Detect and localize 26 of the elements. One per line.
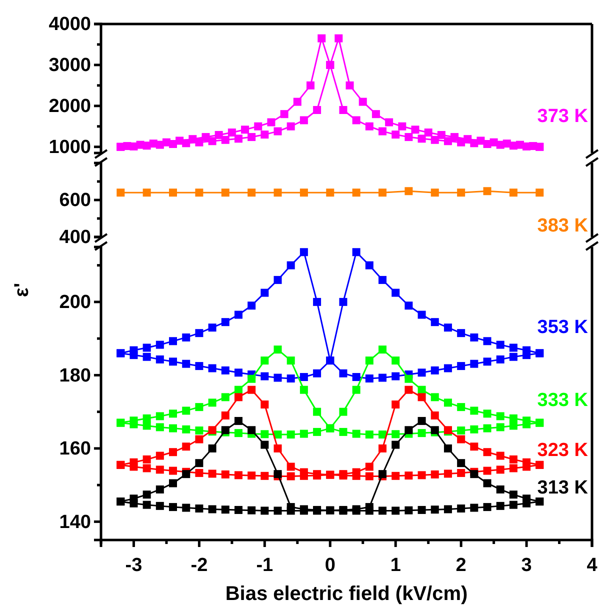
series-label: 333 K [537,390,588,411]
y-tick-label: 160 [59,438,91,460]
y-tick-label: 600 [59,190,91,212]
y-tick-label: 3000 [48,55,91,76]
x-axis-title: Bias electric field (kV/cm) [225,583,468,605]
series-label: 353 K [537,317,588,338]
y-axis-title: ε' [11,282,33,298]
y-tick-label: 4000 [48,14,91,36]
x-tick-label: 0 [324,554,336,576]
series-label: 373 K [537,106,588,127]
y-tick-label: 200 [59,292,91,314]
x-tick-label: -2 [190,554,208,576]
series-label: 313 K [537,478,588,499]
x-tick-label: 1 [390,554,402,576]
y-tick-label: 180 [59,365,91,386]
x-tick-label: -3 [125,554,142,576]
y-tick-label: 2000 [48,96,91,117]
y-tick-label: 1000 [48,136,91,158]
x-tick-label: -1 [256,554,274,576]
series-label: 383 K [537,216,588,237]
y-tick-label: 400 [59,227,91,248]
series-label: 323 K [537,440,588,461]
x-tick-label: 4 [586,554,598,576]
y-tick-label: 140 [59,512,91,533]
x-tick-label: 2 [456,554,466,576]
x-tick-label: 3 [521,554,532,576]
